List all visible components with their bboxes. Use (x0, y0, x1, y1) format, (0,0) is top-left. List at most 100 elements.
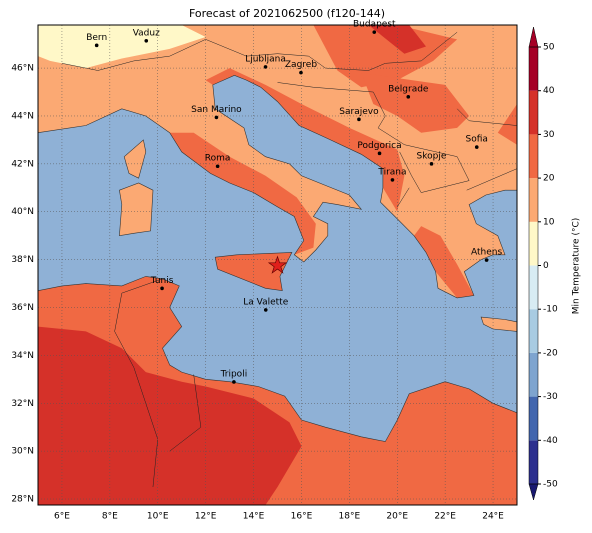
lat-tick-label: 30°N (11, 447, 34, 457)
city-label: Tripoli (220, 369, 248, 379)
colorbar-segment (529, 221, 538, 266)
city-marker (232, 380, 236, 384)
colorbar-segment (529, 90, 538, 135)
city-marker (144, 39, 149, 43)
city-marker (214, 115, 219, 120)
border (169, 374, 202, 452)
city-label: La Valette (243, 297, 288, 307)
city-marker (215, 164, 220, 169)
city-label: Bern (86, 33, 107, 43)
border (466, 168, 517, 191)
city-marker (406, 95, 411, 99)
city-marker (357, 117, 361, 122)
city-marker (372, 30, 377, 34)
hot-region (38, 326, 302, 505)
colorbar-tick-label: -10 (543, 305, 558, 315)
lon-tick-label: 16°E (291, 512, 313, 522)
city-marker (484, 258, 489, 262)
warm-region (169, 132, 316, 255)
lat-tick-label: 40°N (11, 207, 34, 217)
colorbar-tick-label: 30 (543, 130, 555, 140)
city-marker (263, 308, 268, 312)
city-label: Athens (471, 248, 502, 258)
city-label: Belgrade (388, 84, 429, 94)
city-marker (377, 151, 382, 156)
border (61, 31, 458, 71)
star-marker (267, 255, 288, 274)
lat-tick-label: 28°N (11, 495, 34, 505)
city-label: Tunis (150, 276, 174, 286)
border (456, 108, 517, 126)
lat-tick-label: 44°N (11, 111, 34, 121)
city-marker (390, 178, 395, 182)
colorbar-tick-label: 50 (543, 43, 555, 53)
city-marker (160, 286, 164, 291)
colorbar-extend (528, 26, 539, 48)
colorbar-segment (529, 178, 538, 222)
title: Forecast of 2021062500 (f120-144) (189, 7, 385, 20)
colorbar-segment (529, 352, 538, 397)
colorbar-segment (529, 265, 538, 310)
city-marker (429, 162, 434, 166)
city-label: Skopje (417, 151, 447, 161)
hot-region (368, 25, 426, 54)
warm-region (414, 226, 474, 298)
city-label: Roma (205, 154, 231, 164)
city-marker (474, 145, 479, 149)
warm-region (361, 72, 470, 133)
lon-tick-label: 18°E (339, 512, 361, 522)
colorbar-segment (529, 440, 538, 484)
map-frame (37, 24, 518, 506)
lat-tick-label: 38°N (11, 255, 34, 265)
lon-tick-label: 22°E (434, 512, 456, 522)
city-label: Ljubljana (245, 54, 286, 64)
colorbar-tick-label: -20 (543, 348, 558, 358)
city-marker (263, 65, 268, 69)
colorbar-segment (529, 134, 538, 179)
city-label: Podgorica (357, 141, 401, 151)
colorbar-segment (529, 396, 538, 441)
city-marker (94, 43, 99, 48)
lon-tick-label: 14°E (243, 512, 265, 522)
city-label: Zagreb (285, 60, 317, 70)
lon-tick-label: 20°E (386, 512, 408, 522)
map (38, 25, 517, 505)
cool-region (38, 25, 206, 69)
colorbar-tick-label: -50 (543, 480, 558, 490)
city-label: Sarajevo (339, 107, 379, 117)
lat-tick-label: 46°N (11, 64, 34, 74)
lat-tick-label: 32°N (11, 399, 34, 409)
colorbar-segment (529, 47, 538, 91)
city-label: Tirana (377, 167, 406, 177)
city-label: San Marino (191, 105, 242, 115)
island (119, 182, 154, 237)
city-label: Vaduz (133, 28, 160, 38)
lon-tick-label: 24°E (482, 512, 504, 522)
border (277, 82, 470, 193)
city-marker (299, 70, 303, 75)
lat-tick-label: 34°N (11, 351, 34, 361)
city-label: Budapest (353, 20, 396, 30)
colorbar-extend (528, 483, 539, 501)
lon-tick-label: 10°E (147, 512, 169, 522)
lon-tick-label: 6°E (54, 512, 70, 522)
island (123, 139, 147, 179)
colorbar-segment (529, 309, 538, 353)
city-label: Sofia (466, 135, 488, 145)
colorbar-label: Min Temperature (°C) (572, 218, 582, 315)
colorbar: -50 -40 -30 -20 -10 0 10 20 30 40 50 (528, 26, 558, 501)
colorbar-tick-label: -40 (543, 436, 558, 446)
island (480, 316, 517, 332)
colorbar-tick-label: 40 (543, 86, 555, 96)
lon-tick-label: 8°E (102, 512, 118, 522)
lat-tick-label: 36°N (11, 303, 34, 313)
colorbar-tick-label: 20 (543, 174, 555, 184)
border (397, 187, 410, 208)
colorbar-tick-label: -30 (543, 392, 558, 402)
colorbar-tick-label: 0 (543, 261, 549, 271)
lon-tick-label: 12°E (195, 512, 217, 522)
warm-region (205, 68, 405, 212)
colorbar-tick-label: 10 (543, 217, 555, 227)
lat-tick-label: 42°N (11, 159, 34, 169)
